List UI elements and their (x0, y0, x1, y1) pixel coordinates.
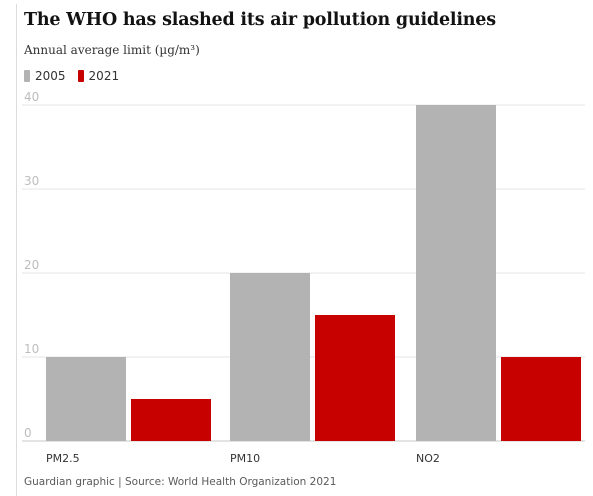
legend-swatch-2005 (24, 70, 30, 82)
bar-2005-no2 (416, 105, 496, 441)
x-tick-label: NO2 (416, 452, 440, 465)
legend-item-2005: 2005 (24, 67, 66, 85)
legend-label-2005: 2005 (35, 69, 66, 83)
x-tick-label: PM2.5 (46, 452, 80, 465)
legend-swatch-2021 (77, 70, 84, 82)
chart-subtitle: Annual average limit (µg/m³) (24, 43, 200, 57)
legend: 2005 2021 (24, 67, 131, 85)
bar-2005-pm10 (230, 273, 310, 441)
y-tick-label: 30 (24, 174, 39, 188)
y-tick-label: 10 (24, 342, 39, 356)
y-tick-label: 40 (24, 90, 39, 104)
legend-label-2021: 2021 (88, 69, 120, 83)
y-tick-label: 20 (24, 258, 39, 272)
bar-2021-pm25 (131, 399, 211, 441)
legend-item-2021: 2021 (77, 67, 120, 85)
y-tick-label: 0 (24, 426, 32, 440)
left-rule (16, 4, 17, 496)
x-tick-label: PM10 (230, 452, 260, 465)
bar-2005-pm25 (46, 357, 126, 441)
chart-title: The WHO has slashed its air pollution gu… (24, 10, 496, 30)
bar-2021-pm10 (315, 315, 395, 441)
bar-2021-no2 (501, 357, 581, 441)
source-note: Guardian graphic | Source: World Health … (24, 476, 337, 488)
